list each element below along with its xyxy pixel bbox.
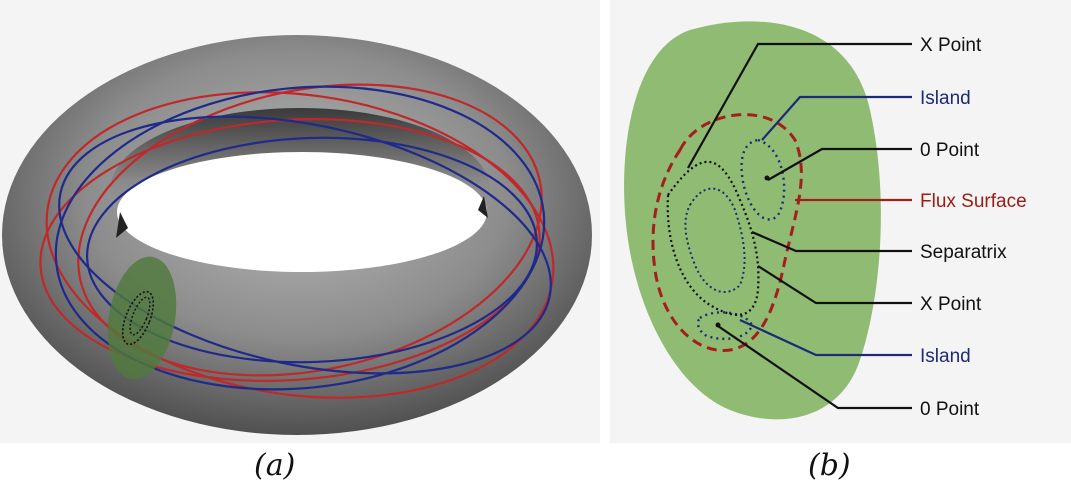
leader-island-2 [739, 319, 912, 357]
poincare-plane [624, 21, 881, 420]
label-o-point-1: 0 Point [920, 140, 980, 161]
poincare-section-small [107, 256, 177, 380]
caption-a: (a) [254, 448, 296, 483]
island-lower [696, 311, 754, 341]
field-line [54, 85, 546, 391]
leader-x-point-1 [687, 42, 912, 169]
panel-b: X Point Island 0 Point Flux Surface Sepa… [610, 0, 1071, 443]
label-island-2: Island [920, 346, 971, 367]
field-line [86, 136, 538, 364]
leader-lines [687, 42, 912, 410]
label-island-1: Island [920, 88, 971, 109]
leader-o-point-1 [767, 147, 912, 181]
leader-x-point-2 [757, 265, 912, 305]
island-small [121, 290, 155, 346]
leader-separatrix [751, 230, 912, 253]
leader-island-1 [761, 95, 912, 141]
caption-b: (b) [808, 448, 851, 483]
separatrix-curve [666, 160, 760, 316]
torus-hole [117, 152, 487, 272]
leader-o-point-2 [717, 325, 912, 410]
panel-a [0, 0, 600, 443]
torus-hole-cusp-right [478, 196, 488, 218]
field-lines [54, 85, 552, 391]
label-o-point-2: 0 Point [920, 399, 980, 420]
poincare-plane-small [107, 256, 177, 380]
label-x-point-2: X Point [920, 294, 982, 315]
label-separatrix: Separatrix [920, 242, 1007, 263]
flux-surface-line [77, 83, 543, 377]
torus-hole-cusp-left [116, 212, 128, 238]
separatrix-inner [684, 187, 746, 294]
label-x-point-1: X Point [920, 35, 982, 56]
island-small-inner [129, 296, 151, 336]
flux-surface-line [45, 91, 555, 399]
label-flux-surface: Flux Surface [920, 191, 1027, 212]
